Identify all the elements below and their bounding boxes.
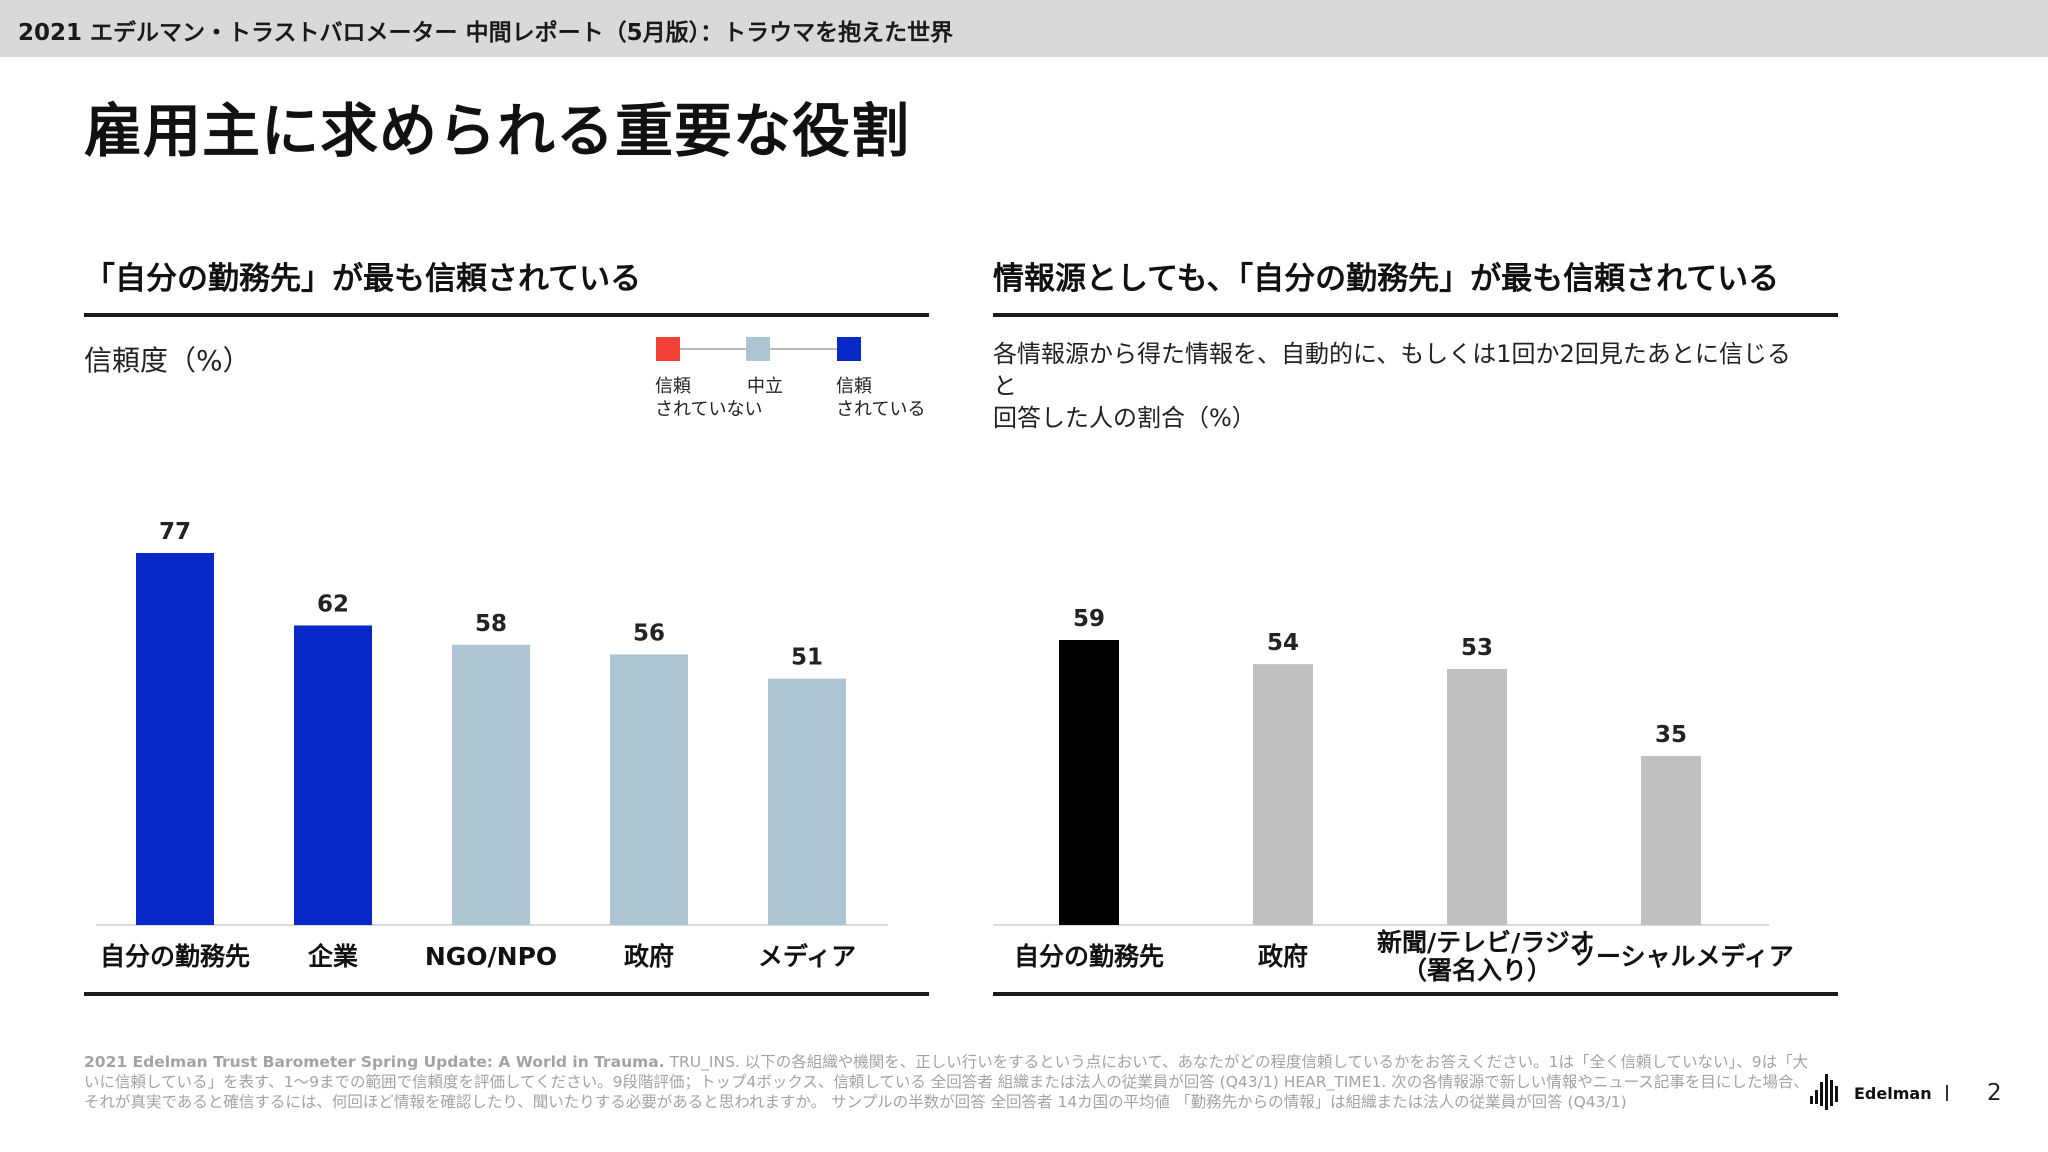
left-chart-svg: 77 62 58 56 51: [96, 519, 888, 926]
bar-value-label: 53: [1461, 635, 1493, 661]
left-section-top-rule: [84, 313, 929, 317]
header-bar: 2021 エデルマン・トラストバロメーター 中間レポート（5月版）：トラウマを抱…: [0, 0, 2048, 57]
right-chart-svg: 59 54 53 35: [993, 606, 1769, 926]
legend-swatch-neutral: [746, 337, 770, 361]
bar-value-label: 62: [317, 591, 349, 617]
right-chart-subtitle: 各情報源から得た情報を、自動的に、もしくは1回か2回見たあとに信じると 回答した…: [993, 340, 1791, 432]
legend-swatch-trust: [837, 337, 861, 361]
bar-value-label: 77: [159, 519, 191, 545]
left-section-bottom-rule: [84, 992, 929, 996]
brand-name: Edelman: [1854, 1084, 1932, 1103]
footer-divider: [1946, 1085, 1948, 1101]
legend-label-distrust: 信頼 されていない: [655, 376, 763, 420]
bar-1: [136, 553, 214, 925]
category-label: メディア: [757, 942, 857, 971]
left-bar-chart: 77 62 58 56 51 自分の勤務先 企業 NGO/NPO 政府 メディア: [96, 480, 888, 971]
report-title: 2021 エデルマン・トラストバロメーター 中間レポート（5月版）：トラウマを抱…: [18, 20, 954, 46]
bar-value-label: 58: [475, 611, 507, 637]
bar-value-label: 59: [1073, 606, 1105, 632]
bar-4: [1641, 755, 1701, 925]
category-label: 政府: [623, 942, 674, 971]
bar-5: [768, 678, 846, 925]
legend-label-trust: 信頼 されている: [836, 376, 926, 420]
left-chart-subtitle: 信頼度（%）: [84, 344, 251, 377]
category-label: NGO/NPO: [424, 942, 558, 971]
category-label: 政府: [1257, 942, 1308, 971]
legend-connector: [770, 348, 850, 350]
category-label: 自分の勤務先: [99, 942, 250, 971]
bar-3: [452, 644, 530, 925]
bar-value-label: 51: [791, 645, 823, 671]
bar-4: [610, 654, 688, 925]
bar-3: [1447, 668, 1507, 925]
legend-label-neutral: 中立: [747, 376, 783, 397]
page-title: 雇用主に求められる重要な役割: [84, 97, 911, 165]
edelman-logo-icon: [1810, 1074, 1838, 1110]
category-label: 新聞/テレビ/ラジオ （署名入り）: [1377, 928, 1595, 985]
bar-value-label: 54: [1267, 630, 1299, 656]
legend-connector: [680, 348, 750, 350]
right-section-title: 情報源としても、「自分の勤務先」が最も信頼されている: [993, 261, 1780, 297]
category-label: ソーシャルメディア: [1571, 942, 1794, 971]
footnote: 2021 Edelman Trust Barometer Spring Upda…: [84, 1053, 1809, 1111]
bar-2: [294, 625, 372, 925]
page-number: 2: [1987, 1080, 2002, 1106]
category-label: 企業: [307, 942, 358, 971]
right-section-top-rule: [993, 313, 1838, 317]
category-label: 自分の勤務先: [1013, 942, 1164, 971]
bar-value-label: 35: [1655, 722, 1687, 748]
right-bar-chart: 59 54 53 35 自分の勤務先 政府 新聞/テレビ/ラジオ （署名入り） ソーシャルメデ…: [993, 480, 1794, 985]
bar-value-label: 56: [633, 620, 665, 646]
left-section-title: 「自分の勤務先」が最も信頼されている: [84, 261, 642, 297]
bar-2: [1253, 664, 1313, 925]
right-section-bottom-rule: [993, 992, 1838, 996]
bar-1: [1059, 640, 1119, 925]
legend-swatch-distrust: [656, 337, 680, 361]
